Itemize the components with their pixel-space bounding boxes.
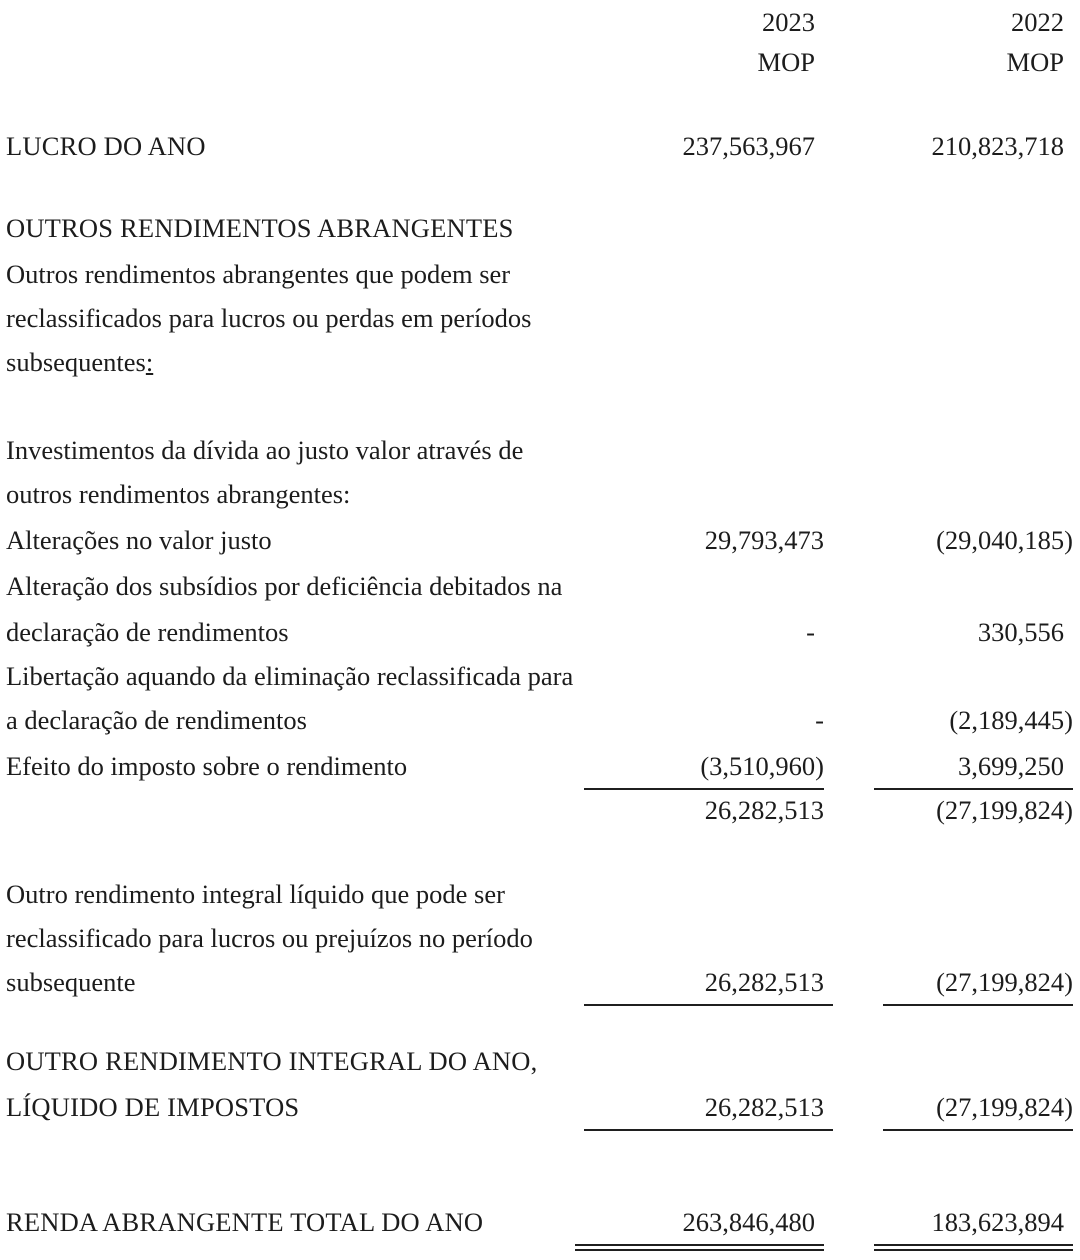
currency-2023: MOP <box>757 47 815 77</box>
row-label: Alteração dos subsídios por deficiência … <box>6 571 563 601</box>
underlined-colon: : <box>145 347 154 377</box>
table-row-total-comprehensive-income: RENDA ABRANGENTE TOTAL DO ANO 263,846,48… <box>0 1200 1080 1251</box>
debt-investments-line-1: Investimentos da dívida ao justo valor a… <box>0 428 1080 472</box>
table-row-impairment-allowance: declaração de rendimentos - 330,556 <box>0 610 1080 654</box>
column-year-2023: 2023 <box>762 7 815 37</box>
row-label: Outros rendimentos abrangentes que podem… <box>6 259 511 289</box>
row-label: outros rendimentos abrangentes: <box>6 479 351 509</box>
value-2023: - <box>806 617 815 647</box>
value-2022: (27,199,824) <box>883 960 1073 1006</box>
row-label: reclassificados para lucros ou perdas em… <box>6 303 532 333</box>
currency-2022: MOP <box>1006 47 1064 77</box>
row-label-text: subsequentes <box>6 347 146 377</box>
row-label: LÍQUIDO DE IMPOSTOS <box>6 1092 300 1122</box>
row-label: declaração de rendimentos <box>6 617 289 647</box>
value-2022: (2,189,445) <box>949 705 1073 735</box>
table-row-profit-for-year: LUCRO DO ANO 237,563,967 210,823,718 <box>0 124 1080 168</box>
value-2022: 183,623,894 <box>874 1200 1073 1251</box>
row-label: Alterações no valor justo <box>6 525 272 555</box>
spacer <box>0 40 575 84</box>
value-2023: 263,846,480 <box>575 1200 824 1251</box>
oci-subheading-line-3: subsequentes: <box>0 340 1080 384</box>
row-label: subsequentes: <box>0 340 1080 384</box>
value-2022: 330,556 <box>977 617 1064 647</box>
row-label: a declaração de rendimentos <box>6 705 307 735</box>
row-label: RENDA ABRANGENTE TOTAL DO ANO <box>6 1207 484 1237</box>
row-label: Outro rendimento integral líquido que po… <box>6 879 505 909</box>
debt-investments-line-2: outros rendimentos abrangentes: <box>0 472 1080 516</box>
section-heading-oci: OUTROS RENDIMENTOS ABRANGENTES <box>0 206 1080 250</box>
row-label: reclassificado para lucros ou prejuízos … <box>6 923 533 953</box>
value-2023: (3,510,960) <box>584 744 824 790</box>
value-2023: - <box>815 705 824 735</box>
row-label: LUCRO DO ANO <box>6 131 206 161</box>
currency-header-row: MOP MOP <box>0 40 1080 84</box>
value-2023: 29,793,473 <box>704 525 824 555</box>
net-oci-line-2: reclassificado para lucros ou prejuízos … <box>0 916 1080 960</box>
value-2022: 210,823,718 <box>931 131 1065 161</box>
value-2023: 26,282,513 <box>704 795 824 825</box>
value-2022: (27,199,824) <box>936 795 1073 825</box>
release-on-disposal-line-1: Libertação aquando da eliminação reclass… <box>0 654 1080 698</box>
table-row-income-tax-effect: Efeito do imposto sobre o rendimento (3,… <box>0 744 1080 790</box>
table-row-oci-total: LÍQUIDO DE IMPOSTOS 26,282,513 (27,199,8… <box>0 1085 1080 1131</box>
impairment-allowance-line-1: Alteração dos subsídios por deficiência … <box>0 564 1080 608</box>
row-label: subsequente <box>6 967 136 997</box>
value-2023: 26,282,513 <box>584 960 833 1006</box>
value-2023: 237,563,967 <box>682 131 816 161</box>
year-header-row: 2023 2022 <box>0 0 1080 44</box>
table-row-fair-value-changes: Alterações no valor justo 29,793,473 (29… <box>0 518 1080 562</box>
column-year-2022: 2022 <box>1011 7 1064 37</box>
table-row-release-on-disposal: a declaração de rendimentos - (2,189,445… <box>0 698 1080 742</box>
table-row-oci-subtotal: 26,282,513 (27,199,824) <box>0 788 1080 832</box>
table-row-net-oci: subsequente 26,282,513 (27,199,824) <box>0 960 1080 1006</box>
row-label: Efeito do imposto sobre o rendimento <box>6 751 408 781</box>
oci-subheading-line-1: Outros rendimentos abrangentes que podem… <box>0 252 1080 296</box>
value-2022: 3,699,250 <box>874 744 1073 790</box>
oci-total-heading-line-1: OUTRO RENDIMENTO INTEGRAL DO ANO, <box>0 1039 1080 1083</box>
value-2022: (27,199,824) <box>883 1085 1073 1131</box>
value-2022: (29,040,185) <box>936 525 1073 555</box>
row-label <box>0 788 584 832</box>
row-label: OUTRO RENDIMENTO INTEGRAL DO ANO, <box>6 1046 538 1076</box>
row-label: Libertação aquando da eliminação reclass… <box>6 661 574 691</box>
section-heading-label: OUTROS RENDIMENTOS ABRANGENTES <box>6 213 514 243</box>
oci-subheading-line-2: reclassificados para lucros ou perdas em… <box>0 296 1080 340</box>
net-oci-line-1: Outro rendimento integral líquido que po… <box>0 872 1080 916</box>
row-label: Investimentos da dívida ao justo valor a… <box>6 435 524 465</box>
value-2023: 26,282,513 <box>584 1085 833 1131</box>
spacer <box>0 0 575 44</box>
